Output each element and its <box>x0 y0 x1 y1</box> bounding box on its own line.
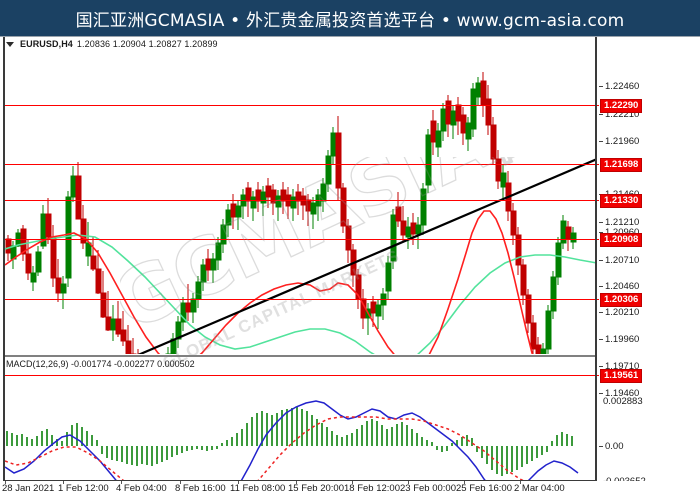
price-axis[interactable]: 1.22460 1.22210 1.21960 1.21460 1.21210 … <box>599 37 700 487</box>
time-label: 11 Feb 08:00 <box>230 483 286 494</box>
level-line-1-21698[interactable] <box>5 164 599 165</box>
macd-signal-line <box>5 416 526 481</box>
time-label: 8 Feb 16:00 <box>175 483 226 494</box>
level-line-1-19561[interactable] <box>5 375 599 376</box>
current-price-tag[interactable]: 1.20908 <box>600 233 643 247</box>
price-pane <box>5 72 597 481</box>
time-label: 28 Jan 2021 <box>2 483 55 494</box>
price-tag[interactable]: 1.22290 <box>600 99 643 113</box>
chart-frame[interactable]: EURUSD,H4 1.20836 1.20904 1.20827 1.2089… <box>0 36 700 500</box>
price-tick: 1.19460 <box>599 389 639 399</box>
symbol-header[interactable]: EURUSD,H4 1.20836 1.20904 1.20827 1.2089… <box>6 39 218 49</box>
price-tick: 1.22210 <box>599 110 639 120</box>
price-tick: 1.19710 <box>599 362 639 372</box>
level-line-1-20908[interactable] <box>5 239 599 240</box>
trendline[interactable] <box>110 157 597 367</box>
time-label: 25 Feb 16:00 <box>456 483 512 494</box>
level-line-1-20306[interactable] <box>5 299 599 300</box>
level-line-1-21330[interactable] <box>5 200 599 201</box>
price-tick: 1.20460 <box>599 282 639 292</box>
price-tag[interactable]: 1.19561 <box>600 369 643 383</box>
macd-header: MACD(12,26,9) -0.001774 -0.002277 0.0005… <box>6 359 195 369</box>
brand-banner: 国汇亚洲GCMASIA • 外汇贵金属投资首选平台 • www.gcm-asia… <box>0 0 700 36</box>
brand-banner-text: 国汇亚洲GCMASIA • 外汇贵金属投资首选平台 • www.gcm-asia… <box>75 10 625 31</box>
price-tick: 1.19960 <box>599 335 639 345</box>
macd-pane <box>5 400 579 481</box>
pane-separator <box>3 355 597 357</box>
time-axis[interactable]: 28 Jan 2021 1 Feb 12:00 4 Feb 04:00 8 Fe… <box>0 481 700 500</box>
time-label: 1 Feb 12:00 <box>58 483 109 494</box>
price-tick: 1.21960 <box>599 137 639 147</box>
price-tag[interactable]: 1.20306 <box>600 293 643 307</box>
moving-average-slow-line <box>5 234 597 354</box>
price-tick: 1.20210 <box>599 308 639 318</box>
symbol-name: EURUSD,H4 <box>20 39 73 49</box>
price-tick: 1.21210 <box>599 218 639 228</box>
macd-tick: 0.00 <box>599 442 624 452</box>
time-label: 18 Feb 12:00 <box>344 483 400 494</box>
price-tick: 1.20710 <box>599 256 639 266</box>
symbol-ohlc: 1.20836 1.20904 1.20827 1.20899 <box>76 39 218 49</box>
time-label: 15 Feb 20:00 <box>288 483 344 494</box>
macd-tick: 0.002883 <box>603 396 643 407</box>
price-tick: 1.22460 <box>599 82 639 92</box>
time-label: 2 Mar 04:00 <box>514 483 565 494</box>
time-label: 23 Feb 00:00 <box>400 483 456 494</box>
price-tag[interactable]: 1.21330 <box>600 194 643 208</box>
price-tag[interactable]: 1.21698 <box>600 158 643 172</box>
level-line-1-22290[interactable] <box>5 105 599 106</box>
macd-main-line <box>5 400 579 481</box>
time-label: 4 Feb 04:00 <box>116 483 167 494</box>
chevron-down-icon[interactable] <box>6 41 14 47</box>
moving-average-fast-line <box>5 210 534 354</box>
price-tick: 1.20960 <box>599 228 639 238</box>
macd-histogram <box>6 407 573 476</box>
